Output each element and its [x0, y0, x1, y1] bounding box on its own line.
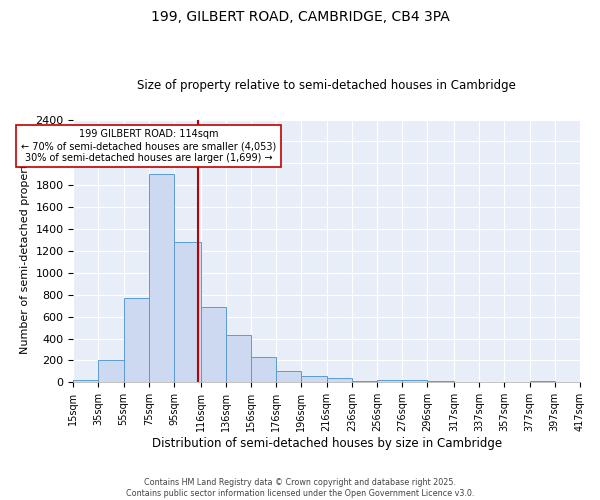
Title: Size of property relative to semi-detached houses in Cambridge: Size of property relative to semi-detach…: [137, 79, 516, 92]
X-axis label: Distribution of semi-detached houses by size in Cambridge: Distribution of semi-detached houses by …: [152, 437, 502, 450]
Bar: [276, 371, 301, 382]
Bar: [200, 307, 226, 382]
Text: 199 GILBERT ROAD: 114sqm
← 70% of semi-detached houses are smaller (4,053)
30% o: 199 GILBERT ROAD: 114sqm ← 70% of semi-d…: [21, 130, 277, 162]
Bar: [124, 298, 149, 382]
Bar: [73, 380, 98, 382]
Text: Contains HM Land Registry data © Crown copyright and database right 2025.
Contai: Contains HM Land Registry data © Crown c…: [126, 478, 474, 498]
Bar: [301, 376, 326, 382]
Bar: [427, 381, 454, 382]
Text: 199, GILBERT ROAD, CAMBRIDGE, CB4 3PA: 199, GILBERT ROAD, CAMBRIDGE, CB4 3PA: [151, 10, 449, 24]
Bar: [174, 242, 200, 382]
Bar: [226, 334, 251, 382]
Bar: [530, 380, 555, 382]
Bar: [377, 380, 402, 382]
Bar: [326, 378, 352, 382]
Y-axis label: Number of semi-detached properties: Number of semi-detached properties: [20, 148, 29, 354]
Bar: [352, 380, 377, 382]
Bar: [149, 174, 174, 382]
Bar: [251, 357, 276, 382]
Bar: [402, 380, 427, 382]
Bar: [98, 360, 124, 382]
